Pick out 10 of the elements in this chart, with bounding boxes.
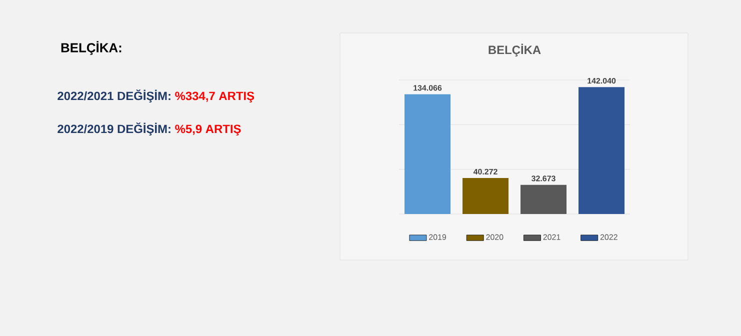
text: %5,9 ARTIŞ	[175, 124, 241, 136]
text: BELÇİKA:	[61, 41, 122, 55]
bar	[520, 184, 567, 214]
text: 2022/2019 DEĞİŞİM:	[58, 122, 170, 136]
text: 2022/2021 DEĞİŞİM:	[58, 89, 170, 103]
bar	[462, 178, 509, 214]
bar	[578, 87, 625, 214]
text: %334,7 ARTIŞ	[175, 92, 254, 103]
chart-title: BELÇİKA	[488, 44, 541, 57]
bar	[404, 94, 451, 214]
